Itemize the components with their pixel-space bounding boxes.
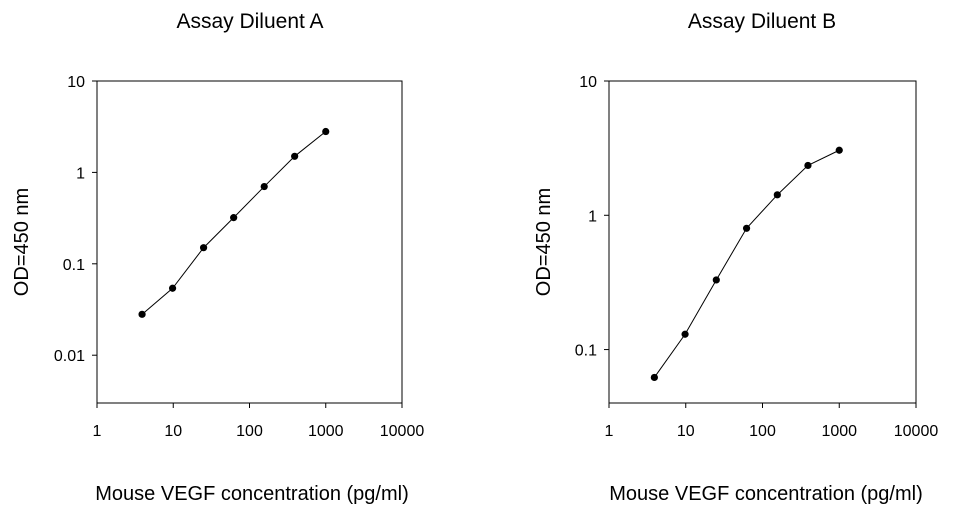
chart-assay-diluent-a: Assay Diluent A OD=450 nm Mouse VEGF conce… [11,10,424,505]
data-point [650,373,658,382]
y-axis-label: OD=450 nm [533,188,555,296]
chart-assay-diluent-b: Assay Diluent B OD=450 nm Mouse VEGF conce… [533,10,938,505]
x-axis-label: Mouse VEGF concentration (pg/ml) [609,483,922,505]
data-point [742,224,751,232]
x-tick-label: 100 [236,423,263,440]
plot-frame [608,80,917,404]
data-point [168,284,177,292]
data-point [322,127,330,136]
x-tick-label: 100 [749,423,776,440]
x-tick-label: 1000 [308,423,344,440]
data-point [291,152,299,160]
plot-frame [96,80,403,404]
data-point [230,214,238,222]
data-point [681,330,689,338]
y-tick-label: 10 [579,74,597,91]
data-point [138,310,146,318]
y-tick-label: 1 [76,165,85,182]
y-tick-label: 0.1 [575,343,597,360]
x-axis-label: Mouse VEGF concentration (pg/ml) [95,483,408,505]
x-tick-label: 10000 [380,423,425,440]
y-tick-label: 10 [67,74,85,91]
x-tick-label: 1 [93,423,102,440]
chart-title: Assay Diluent B [688,10,836,33]
x-tick-label: 10 [164,423,182,440]
y-tick-label: 0.01 [54,348,85,365]
y-axis-label: OD=450 nm [11,188,33,296]
data-point [773,191,781,199]
x-tick-label: 1000 [821,423,857,440]
y-tick-label: 0.1 [63,257,85,274]
x-tick-label: 1 [605,423,614,440]
data-point [199,244,208,252]
data-point [260,182,268,191]
data-point [712,276,720,284]
data-point [804,161,812,170]
data-point [835,146,843,154]
series-line [653,149,840,378]
x-tick-label: 10 [677,423,695,440]
y-tick-label: 1 [588,208,597,225]
x-tick-label: 10000 [894,423,939,440]
chart-title: Assay Diluent A [176,10,323,33]
